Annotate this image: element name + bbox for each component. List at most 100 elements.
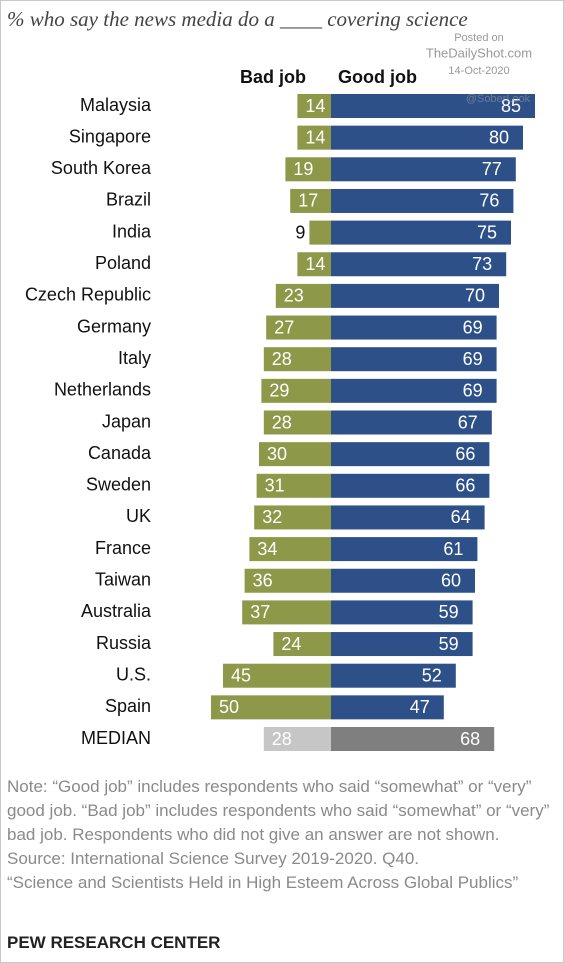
bar-good (331, 442, 490, 467)
value-label: 28 (272, 412, 292, 432)
bar-good (331, 188, 514, 213)
notes: Note: “Good job” includes respondents wh… (7, 775, 559, 895)
value-label: 80 (489, 127, 509, 147)
category-label: India (112, 221, 152, 241)
value-label: 66 (455, 444, 475, 464)
value-label: 50 (219, 697, 239, 717)
category-label: Taiwan (95, 570, 151, 590)
value-label: 37 (250, 602, 270, 622)
footer: PEW RESEARCH CENTER (7, 933, 221, 952)
value-label: 28 (272, 729, 292, 749)
value-label: 47 (410, 697, 430, 717)
source: “Science and Scientists Held in High Est… (7, 873, 519, 892)
watermark: Posted on (454, 32, 504, 44)
value-label: 34 (257, 539, 277, 559)
bar-bad (266, 315, 331, 340)
bar-good (331, 727, 495, 751)
legend-label: Good job (338, 67, 417, 87)
value-label: 24 (281, 634, 301, 654)
bar-bad (285, 157, 331, 182)
bar-bad (263, 727, 331, 751)
value-label: 45 (231, 665, 251, 685)
value-label: 59 (439, 634, 459, 654)
watermark: TheDailyShot.com (426, 45, 532, 60)
bar-bad (211, 695, 331, 720)
category-label: Brazil (106, 190, 151, 210)
value-label: 19 (293, 159, 313, 179)
bar-good (331, 663, 456, 688)
bar-bad (249, 537, 331, 562)
bar-bad (223, 663, 331, 688)
value-label: 52 (422, 665, 442, 685)
note: Note: “Good job” includes respondents wh… (7, 777, 550, 844)
category-label: Italy (118, 348, 151, 368)
bar-bad (256, 473, 331, 498)
category-label: Malaysia (80, 95, 152, 115)
bar-good (331, 410, 492, 435)
value-label: 32 (262, 507, 282, 527)
value-label: 59 (439, 602, 459, 622)
bar-good (331, 125, 523, 150)
value-label: 76 (479, 191, 499, 211)
bar-good (331, 315, 497, 340)
bar-good (331, 378, 497, 403)
value-label: 68 (460, 729, 480, 749)
category-label: Japan (102, 411, 151, 431)
bar-bad (275, 283, 331, 308)
value-label: 70 (465, 286, 485, 306)
category-label: Poland (95, 253, 151, 273)
category-label: Sweden (86, 475, 151, 495)
value-label: 73 (472, 254, 492, 274)
category-label: UK (126, 506, 151, 526)
value-label: 27 (274, 317, 294, 337)
chart-title: % who say the news media do a ____ cover… (7, 7, 468, 31)
value-label: 60 (441, 571, 461, 591)
value-label: 14 (305, 127, 325, 147)
bar-bad (263, 410, 331, 435)
bar-bad (297, 125, 331, 150)
bar-good (331, 568, 475, 593)
value-label: 9 (295, 222, 305, 242)
chart: % who say the news media do a ____ cover… (7, 7, 535, 751)
bar-bad (244, 568, 331, 593)
value-label: 85 (501, 96, 521, 116)
bar-bad (309, 220, 331, 245)
value-label: 28 (272, 349, 292, 369)
category-label: Australia (81, 601, 152, 621)
value-label: 14 (305, 96, 325, 116)
bar-good (331, 600, 473, 625)
legend-label: Bad job (240, 67, 306, 87)
category-label: France (95, 538, 151, 558)
bar-good (331, 252, 507, 277)
bar-good (331, 473, 490, 498)
value-label: 31 (265, 476, 285, 496)
category-label: Germany (77, 316, 151, 336)
bar-bad (254, 505, 331, 530)
category-label: Singapore (69, 126, 151, 146)
bar-good (331, 157, 516, 182)
value-label: 69 (463, 381, 483, 401)
bar-good (331, 283, 499, 308)
value-label: 29 (269, 381, 289, 401)
category-label: Netherlands (54, 380, 151, 400)
bar-bad (259, 442, 331, 467)
value-label: 23 (284, 286, 304, 306)
bar-good (331, 695, 444, 720)
value-label: 69 (463, 317, 483, 337)
source: Source: International Science Survey 201… (7, 849, 420, 868)
value-label: 61 (443, 539, 463, 559)
value-label: 36 (253, 571, 273, 591)
category-label: Spain (105, 696, 151, 716)
watermark: @SoberLook (466, 93, 531, 105)
value-label: 64 (451, 507, 471, 527)
bar-bad (290, 188, 331, 213)
bar-bad (263, 347, 331, 372)
bar-bad (242, 600, 331, 625)
value-label: 14 (305, 254, 325, 274)
category-label: Canada (88, 443, 152, 463)
bar-good (331, 537, 478, 562)
category-label: MEDIAN (81, 728, 151, 748)
category-label: U.S. (116, 664, 151, 684)
bar-bad (261, 378, 331, 403)
